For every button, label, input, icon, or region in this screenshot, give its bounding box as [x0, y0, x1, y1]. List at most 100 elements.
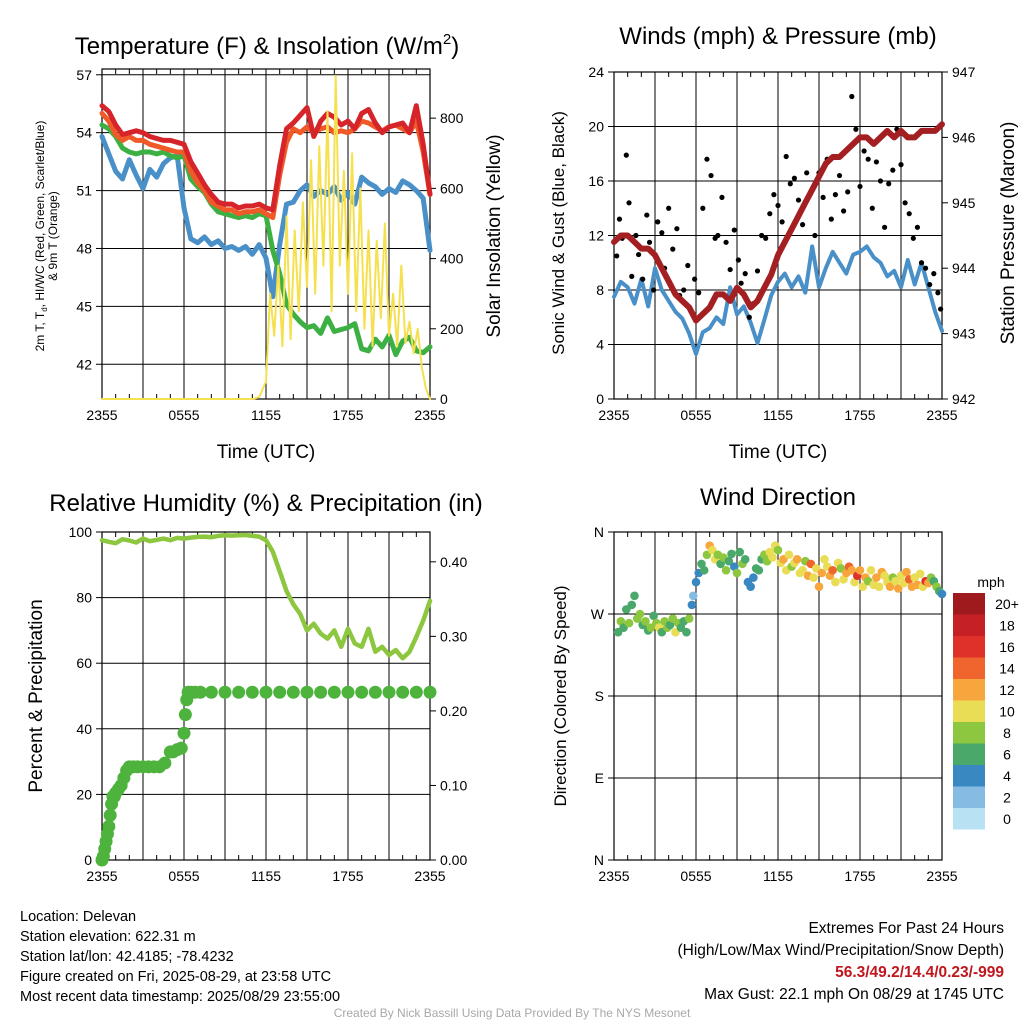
- direction-point: [627, 600, 637, 610]
- gust-point: [853, 126, 859, 132]
- direction-point: [874, 582, 884, 591]
- precip-point: [368, 685, 382, 699]
- gust-point: [918, 260, 925, 266]
- humidity-y-tick-label: 60: [76, 655, 92, 671]
- colorbar-label: 12: [999, 682, 1015, 698]
- direction-point: [735, 547, 745, 557]
- extremes-values: 56.3/49.2/14.4/0.23/-999: [835, 964, 1004, 981]
- colorbar-swatch: [953, 679, 985, 701]
- gust-point: [674, 226, 680, 232]
- gust-point: [651, 287, 657, 293]
- direction-point: [817, 568, 827, 578]
- temperature-y-tick-label: 45: [76, 298, 92, 314]
- direction-y-tick-label: N: [594, 524, 604, 540]
- direction-y-tick-label: E: [595, 770, 604, 786]
- winds-y-tick-label: 4: [596, 337, 604, 353]
- gust-point: [832, 192, 839, 198]
- temperature-x-tick-label: 1155: [251, 407, 281, 423]
- direction-point: [915, 569, 925, 579]
- winds-right-label: Station Pressure (Maroon): [998, 122, 1019, 345]
- gust-point: [636, 251, 642, 258]
- gust-point: [659, 230, 665, 236]
- direction-point: [902, 567, 911, 577]
- colorbar-label: 16: [999, 639, 1015, 655]
- winds-x-label: Time (UTC): [729, 442, 828, 463]
- temperature-y-tick-label: 54: [76, 125, 92, 141]
- colorbar-label: 8: [1003, 725, 1011, 741]
- direction-point: [820, 555, 829, 564]
- temperature-y-tick-label: 51: [76, 183, 92, 199]
- colorbar-swatch: [953, 700, 985, 722]
- direction-x-tick-label: 1755: [844, 868, 875, 884]
- temperature-y-tick-label: 57: [76, 67, 92, 83]
- gust-point: [646, 239, 653, 245]
- colorbar-swatch: [953, 614, 985, 636]
- station-location: Location: Delevan: [20, 909, 137, 925]
- precip-point: [396, 685, 410, 699]
- direction-point: [727, 549, 736, 559]
- precip-point: [158, 756, 172, 770]
- colorbar-swatch: [953, 657, 985, 679]
- gust-point: [914, 224, 921, 230]
- winds-y2-tick-label: 946: [952, 129, 976, 145]
- humidity-x-tick-label: 1155: [251, 868, 281, 884]
- humidity-x-tick-label: 2355: [86, 868, 117, 884]
- gust-point: [795, 197, 802, 203]
- gust-point: [877, 178, 884, 184]
- winds-y2-tick-label: 942: [952, 391, 976, 407]
- colorbar-label: 20+: [995, 596, 1019, 612]
- direction-point: [866, 565, 876, 575]
- gust-point: [692, 276, 698, 282]
- gust-point: [906, 211, 912, 217]
- colorbar-swatch: [953, 636, 985, 658]
- winds-y-tick-label: 12: [588, 228, 604, 244]
- precip-point: [259, 685, 273, 699]
- direction-point: [687, 600, 697, 610]
- temperature-left-label: 2m T, Td, HI/WC (Red, Green, Scarlet/Blu…: [33, 121, 49, 352]
- gust-point: [719, 194, 725, 200]
- winds-y2-tick-label: 943: [952, 326, 976, 342]
- gust-point: [779, 219, 785, 225]
- precip-point: [102, 819, 116, 833]
- colorbar-label: 0: [1003, 811, 1011, 827]
- winds-left-label: Sonic Wind & Gust (Blue, Black): [549, 111, 568, 355]
- direction-point: [792, 555, 802, 564]
- colorbar-title: mph: [977, 574, 1004, 590]
- direction-point: [699, 565, 709, 575]
- gust-point: [865, 156, 871, 162]
- gust-point: [731, 227, 737, 233]
- direction-x-tick-label: 1155: [763, 868, 793, 884]
- humidity-panel-title: Relative Humidity (%) & Precipitation (i…: [49, 490, 482, 517]
- speed-colorbar: mph 20+ 18 16 14 12 10 8 6 4 2 0: [953, 574, 1019, 830]
- temperature-y2-tick-label: 200: [440, 321, 464, 337]
- gust-point: [767, 211, 773, 217]
- gust-point: [723, 239, 729, 245]
- humidity-y2-tick-label: 0.20: [440, 703, 467, 719]
- gust-point: [629, 273, 635, 279]
- direction-point: [684, 614, 694, 623]
- temperature-x-tick-label: 1755: [332, 407, 363, 423]
- gust-point: [735, 257, 741, 263]
- humidity-y2-tick-label: 0.30: [440, 628, 467, 644]
- extremes-subheading: (High/Low/Max Wind/Precipitation/Snow De…: [677, 942, 1005, 959]
- precip-point: [193, 685, 207, 699]
- direction-point: [773, 545, 783, 555]
- direction-point: [937, 589, 947, 599]
- direction-point: [641, 616, 650, 626]
- direction-point: [740, 555, 750, 564]
- colorbar-label: 6: [1003, 747, 1011, 763]
- colorbar-swatch: [953, 786, 985, 808]
- temperature-x-label: Time (UTC): [217, 442, 316, 463]
- gust-point: [614, 253, 620, 259]
- winds-panel-title: Winds (mph) & Pressure (mb): [619, 23, 936, 50]
- winds-series-0: [612, 244, 944, 356]
- gust-point: [804, 170, 810, 176]
- colorbar-label: 10: [999, 704, 1015, 720]
- winds-y-tick-label: 8: [596, 282, 604, 298]
- direction-point: [682, 627, 691, 637]
- humidity-y2-tick-label: 0.10: [440, 777, 467, 793]
- colorbar-swatch: [953, 722, 985, 744]
- gust-point: [715, 232, 721, 239]
- direction-point: [831, 577, 840, 587]
